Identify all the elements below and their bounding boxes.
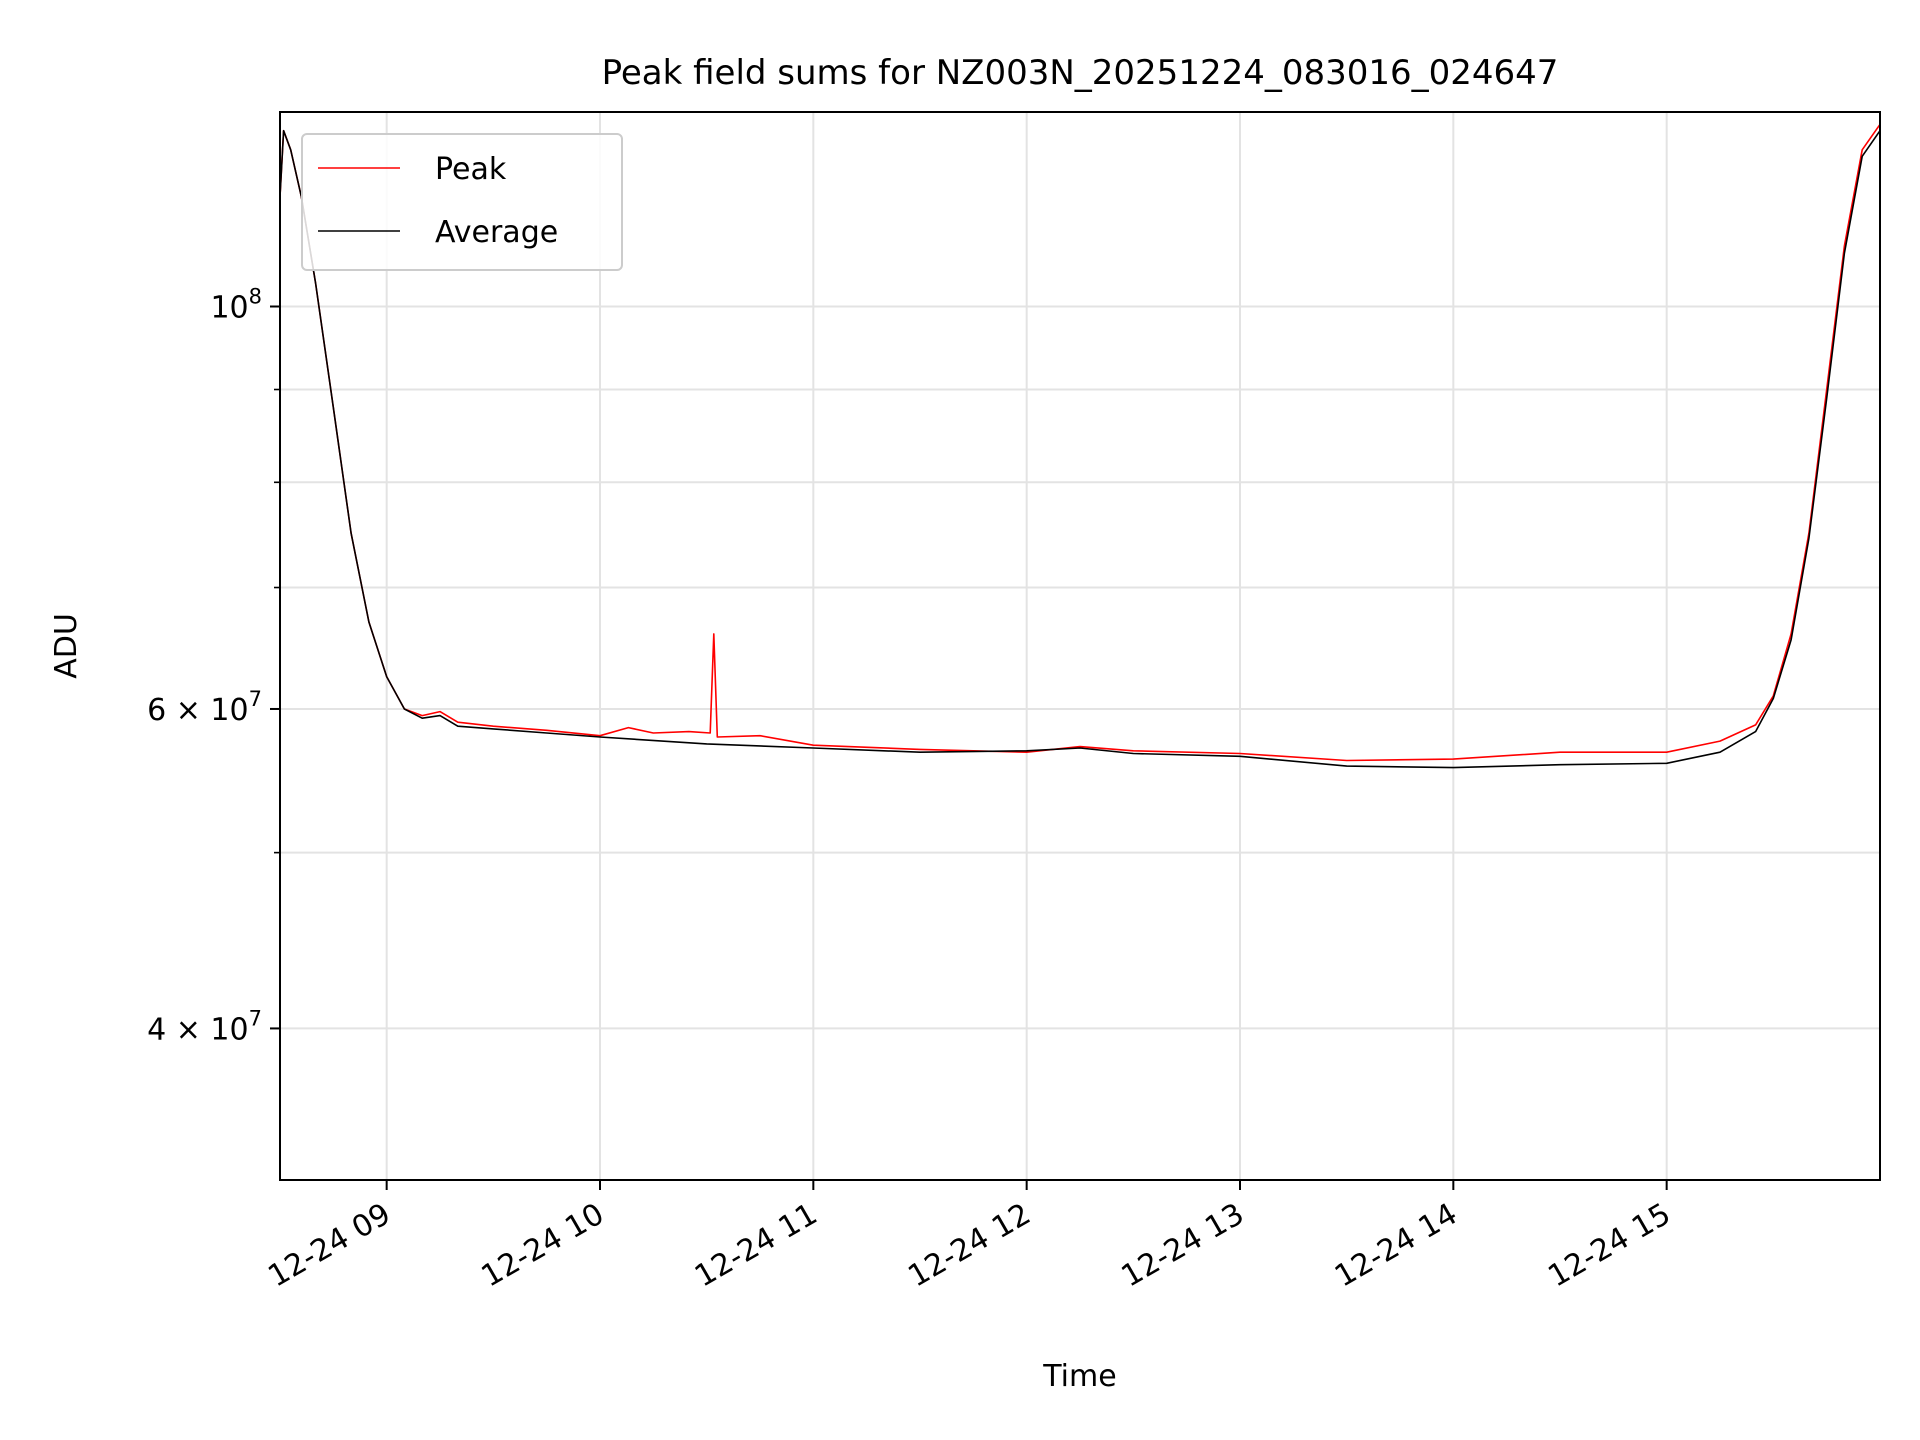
legend: Peak Average xyxy=(301,133,623,271)
x-axis-label: Time xyxy=(1042,1359,1116,1394)
series-line-average xyxy=(280,129,1880,769)
y-tick-label-base: 10 xyxy=(210,290,248,325)
legend-label-peak: Peak xyxy=(435,152,507,187)
series-layer xyxy=(280,123,1880,769)
y-tick-label-exponent: 8 xyxy=(249,284,262,308)
y-axis-label: ADU xyxy=(49,613,84,679)
y-tick-label-base: 6 × 10 xyxy=(147,693,248,728)
y-tick-label-exponent: 7 xyxy=(249,1006,262,1030)
y-tick-label-base: 4 × 10 xyxy=(147,1012,248,1047)
legend-label-average: Average xyxy=(435,215,558,250)
y-tick-label: 6 × 107 xyxy=(147,687,262,728)
y-tick-label-exponent: 7 xyxy=(249,687,262,711)
grid xyxy=(280,112,1880,1180)
plot-frame xyxy=(279,111,1881,1181)
y-tick-label: 4 × 107 xyxy=(147,1006,262,1047)
chart-title: Peak field sums for NZ003N_20251224_0830… xyxy=(602,53,1559,93)
y-tick-label: 108 xyxy=(210,284,262,325)
